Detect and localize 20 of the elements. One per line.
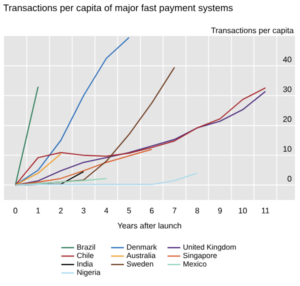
x-tick-label: 5 — [127, 208, 131, 214]
y-tick-label: 10 — [283, 146, 292, 152]
x-tick-label: 11 — [262, 208, 270, 214]
chart-title: Transactions per capita of major fast payment systems — [3, 4, 233, 14]
y-tick-label: 30 — [283, 86, 292, 92]
x-tick-label: 3 — [82, 208, 86, 214]
x-tick-label: 4 — [104, 208, 108, 214]
x-tick-label: 2 — [59, 208, 63, 214]
x-tick-label: 0 — [13, 208, 18, 214]
y-tick-label: 20 — [283, 116, 292, 122]
x-tick-label: 6 — [150, 208, 154, 214]
x-tick-label: 8 — [195, 208, 200, 214]
x-tick-label: 7 — [172, 208, 176, 214]
x-axis-title: Years after launch — [118, 222, 182, 228]
y-tick-label: 0 — [288, 176, 292, 182]
x-tick-label: 10 — [238, 208, 247, 214]
y-axis-title: Transactions per capita — [211, 27, 294, 35]
x-tick-label: 9 — [218, 208, 222, 214]
y-tick-label: 40 — [283, 56, 292, 62]
x-tick-label: 1 — [36, 208, 40, 214]
